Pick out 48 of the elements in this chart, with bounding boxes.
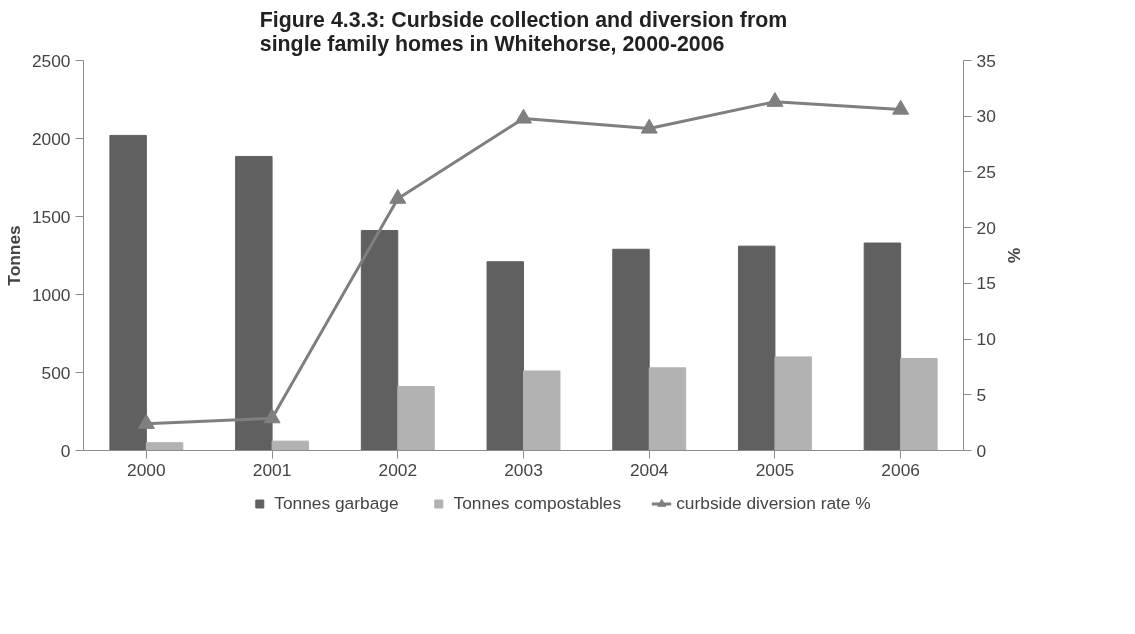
y-tick-label: 2000: [31, 128, 71, 149]
chart-title: Figure 4.3.3: Curbside collection and diversion from single family homes in Whitehorse, 2000-2006: [259, 7, 788, 56]
bar: [145, 442, 184, 451]
point: [640, 118, 658, 134]
y2-tick-label: 20: [976, 217, 996, 238]
bar: [109, 134, 147, 451]
legend-label: Tonnes compostables: [453, 492, 622, 514]
y-tick-label: 500: [41, 362, 71, 383]
y-axis-title: Tonnes: [3, 225, 24, 286]
y2-tick-label: 15: [976, 273, 996, 294]
point: [137, 414, 155, 429]
y-tick-label: 1500: [31, 206, 71, 227]
x-tick-label: 2006: [881, 459, 920, 480]
y2-tick-label: 5: [976, 384, 987, 405]
y2-axis-title: %: [1003, 247, 1024, 264]
bar: [235, 155, 273, 451]
point: [892, 99, 910, 115]
x-tick-label: 2000: [127, 459, 166, 480]
y-tick-label: 2500: [31, 50, 71, 71]
legend-label: Tonnes garbage: [274, 492, 399, 514]
bar: [737, 245, 776, 451]
y-tick-label: 1000: [31, 284, 71, 305]
point: [389, 188, 407, 204]
y2-tick-label: 30: [976, 106, 996, 127]
y-tick-label: 0: [60, 440, 71, 461]
y2-tick-label: 10: [976, 329, 996, 350]
bar: [486, 261, 524, 451]
bar: [612, 248, 650, 451]
y2-tick-label: 0: [976, 440, 987, 461]
point: [766, 91, 784, 107]
x-tick-label: 2002: [378, 459, 418, 480]
x-tick-label: 2004: [629, 459, 669, 480]
bar: [397, 386, 435, 451]
point: [515, 108, 532, 124]
bar: [360, 230, 399, 451]
bar: [648, 367, 687, 451]
y2-tick-label: 25: [976, 161, 996, 182]
bar: [271, 440, 310, 451]
bar: [523, 370, 561, 451]
x-tick-label: 2001: [252, 459, 292, 480]
x-tick-label: 2005: [755, 459, 795, 480]
bar: [863, 242, 902, 451]
bar: [900, 357, 938, 451]
x-tick-label: 2003: [504, 459, 543, 480]
y2-tick-label: 35: [976, 50, 996, 71]
point: [263, 408, 281, 424]
bar: [774, 356, 812, 451]
legend-label: curbside diversion rate %: [676, 492, 871, 514]
